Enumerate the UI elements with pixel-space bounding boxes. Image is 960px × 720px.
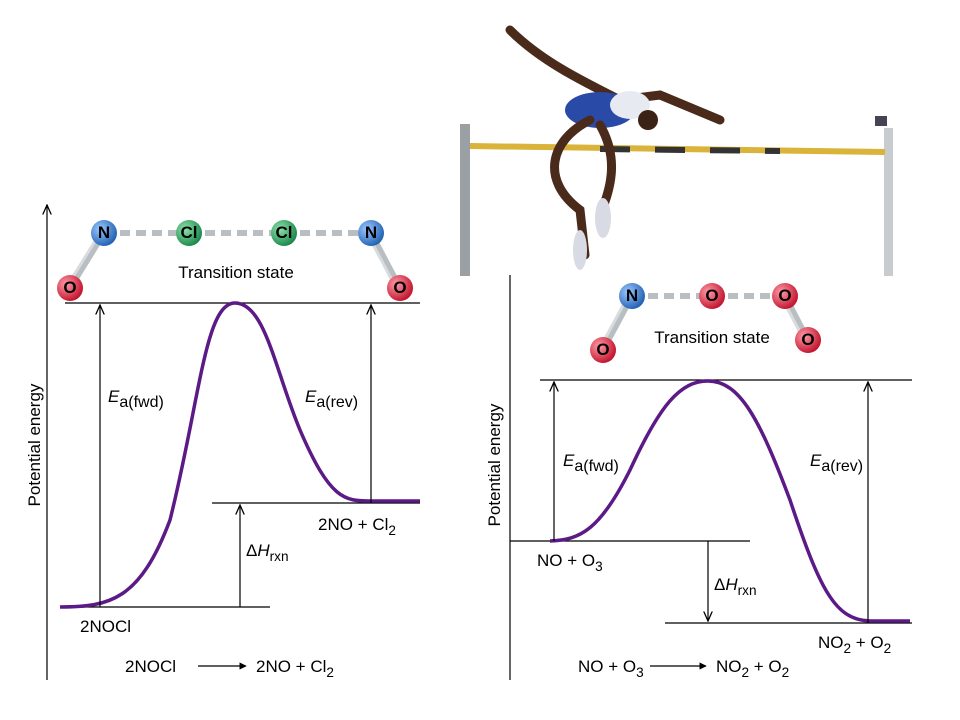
text-run: rxn: [270, 549, 289, 564]
ts-label: Transition state: [178, 263, 294, 282]
text-run: E: [563, 451, 575, 470]
equation: 2NO + Cl2: [256, 657, 334, 680]
ts-label: Transition state: [654, 328, 770, 347]
text-run: NO: [818, 633, 844, 652]
delta-h: ΔHrxn: [246, 541, 289, 564]
atom: [619, 283, 645, 309]
text-run: NO + O: [537, 551, 595, 570]
ea-rev: Ea(rev): [810, 451, 863, 475]
ea-fwd: Ea(fwd): [108, 387, 164, 411]
axis-label: Potential energy: [485, 403, 504, 526]
products: 2NO + Cl2: [318, 515, 396, 538]
text-run: + O: [749, 657, 782, 676]
text-run: E: [305, 387, 317, 406]
text-run: 2: [782, 665, 790, 680]
atom: [57, 275, 83, 301]
energy-curve: [549, 379, 910, 623]
photo: [460, 25, 893, 276]
text-run: 2: [326, 665, 334, 680]
atom-label: O: [393, 278, 406, 297]
text-run: a(rev): [316, 394, 358, 411]
atom: [358, 220, 384, 246]
text-run: Δ: [714, 575, 725, 594]
text-run: 2NOCl: [125, 657, 176, 676]
text-run: + O: [851, 633, 884, 652]
text-run: a(fwd): [119, 394, 163, 411]
atom-label: O: [596, 340, 609, 359]
atom: [699, 283, 725, 309]
equation: NO2 + O2: [716, 657, 789, 680]
energy-curve: [59, 301, 420, 609]
atom: [387, 275, 413, 301]
ea-fwd: Ea(fwd): [563, 451, 619, 475]
reactants: 2NOCl: [80, 617, 131, 636]
atom: [176, 220, 202, 246]
atom: [772, 283, 798, 309]
text-run: a(rev): [821, 458, 863, 475]
text-run: E: [108, 387, 120, 406]
text-run: 2: [844, 641, 852, 656]
atom-label: Cl: [181, 223, 198, 242]
atom-label: O: [801, 330, 814, 349]
text-run: 2: [742, 665, 750, 680]
products: NO2 + O2: [818, 633, 891, 656]
text-run: NO: [716, 657, 742, 676]
text-run: rxn: [738, 583, 757, 598]
ea-rev: Ea(rev): [305, 387, 358, 411]
atom-label: N: [365, 223, 377, 242]
axis-label: Potential energy: [25, 383, 44, 506]
reactants: NO + O3: [537, 551, 603, 574]
text-run: H: [257, 541, 270, 560]
text-run: a(fwd): [574, 458, 618, 475]
delta-h: ΔHrxn: [714, 575, 757, 598]
atom: [271, 220, 297, 246]
atom: [795, 327, 821, 353]
text-run: 2: [884, 641, 892, 656]
text-run: NO + O: [578, 657, 636, 676]
atom-label: O: [63, 278, 76, 297]
equation: NO + O3: [578, 657, 644, 680]
text-run: 3: [636, 665, 644, 680]
atom-label: N: [98, 223, 110, 242]
atom-label: O: [778, 286, 791, 305]
text-run: 2: [388, 523, 396, 538]
text-run: E: [810, 451, 822, 470]
text-run: H: [725, 575, 738, 594]
text-run: 2NOCl: [80, 617, 131, 636]
text-run: 3: [595, 559, 603, 574]
equation: 2NOCl: [125, 657, 176, 676]
text-run: 2NO + Cl: [318, 515, 388, 534]
atom: [590, 337, 616, 363]
atom: [91, 220, 117, 246]
text-run: Δ: [246, 541, 257, 560]
atom-label: O: [705, 286, 718, 305]
atom-label: N: [626, 286, 638, 305]
text-run: 2NO + Cl: [256, 657, 326, 676]
atom-label: Cl: [276, 223, 293, 242]
